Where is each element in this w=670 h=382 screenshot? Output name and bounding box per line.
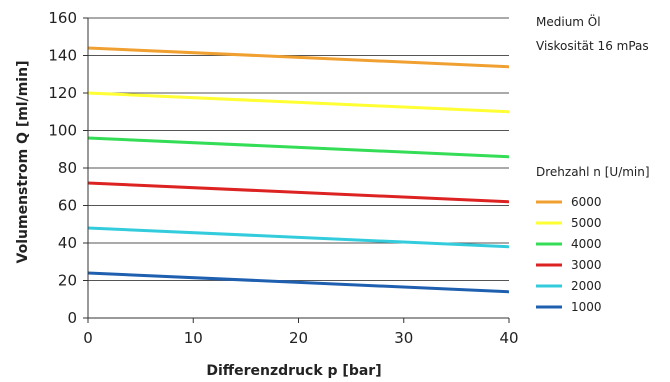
series-lines <box>87 46 510 294</box>
grid-lines <box>88 17 509 281</box>
y-tick-label-20: 20 <box>58 272 77 290</box>
series-line-1000 <box>87 271 510 294</box>
y-tick-label-60: 60 <box>58 197 77 215</box>
y-axis-title: Volumenstrom Q [ml/min] <box>15 61 31 264</box>
legend-label-1000: 1000 <box>571 300 602 314</box>
note-medium: Medium Öl <box>536 13 601 29</box>
x-tick-label-20: 20 <box>289 329 308 347</box>
legend-label-5000: 5000 <box>571 216 602 230</box>
legend-label-6000: 6000 <box>571 195 602 209</box>
x-tick-label-30: 30 <box>394 329 413 347</box>
x-tick-labels: 0 10 20 30 40 <box>83 318 519 347</box>
legend-label-3000: 3000 <box>571 258 602 272</box>
y-tick-labels: 0 20 40 60 80 100 120 140 160 <box>48 9 88 327</box>
y-tick-label-100: 100 <box>48 122 77 140</box>
series-line-4000 <box>87 136 510 159</box>
x-tick-label-10: 10 <box>184 329 203 347</box>
series-line-3000 <box>87 181 510 204</box>
x-tick-label-40: 40 <box>499 329 518 347</box>
y-tick-label-140: 140 <box>48 47 77 65</box>
y-tick-label-80: 80 <box>58 159 77 177</box>
legend-title: Drehzahl n [U/min] <box>536 165 650 179</box>
series-line-6000 <box>87 46 510 69</box>
legend-label-2000: 2000 <box>571 279 602 293</box>
y-tick-label-160: 160 <box>48 9 77 27</box>
y-tick-label-0: 0 <box>67 309 77 327</box>
series-line-5000 <box>87 91 510 114</box>
legend-label-4000: 4000 <box>571 237 602 251</box>
note-viscosity: Viskosität 16 mPas <box>536 39 649 53</box>
y-tick-label-120: 120 <box>48 84 77 102</box>
y-tick-label-40: 40 <box>58 234 77 252</box>
x-axis-title: Differenzdruck p [bar] <box>206 363 381 379</box>
x-tick-label-0: 0 <box>83 329 93 347</box>
legend: 6000 5000 4000 3000 2000 1000 <box>536 195 602 314</box>
series-line-2000 <box>87 226 510 249</box>
